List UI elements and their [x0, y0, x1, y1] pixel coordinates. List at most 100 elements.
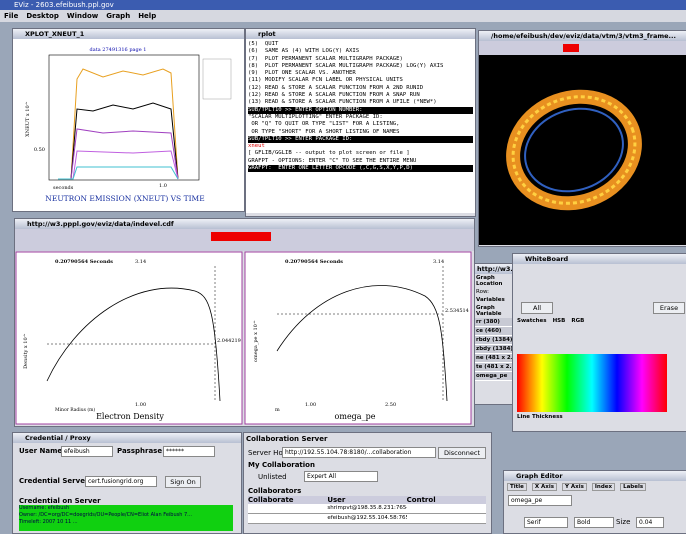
console-line: GRAFPT - OPTIONS: ENTER "C" TO SEE THE E… — [248, 158, 473, 165]
tab[interactable]: Swatches — [517, 318, 547, 324]
profiles-window: http://w3.pppl.gov/eviz/data/indevel.cdf… — [14, 218, 475, 427]
app-title-bar: EViz - 2603.efeibush.ppl.gov — [0, 0, 686, 10]
torus-view — [479, 55, 686, 245]
console-line: "SCALAR MULTIPLOTTING" ENTER PACKAGE ID: — [248, 114, 473, 121]
menu-item[interactable]: Graph — [106, 12, 130, 20]
x-axis-label: Minor Radius (m) — [55, 406, 95, 413]
all-button[interactable]: All — [521, 302, 553, 314]
window-title: Graph Editor — [504, 471, 686, 481]
table-row: efeibush@192.55.104.58:7654 — [248, 514, 486, 524]
variable-item[interactable]: zbdy (1384) — [475, 345, 515, 354]
column-header: Collaborate — [248, 496, 327, 504]
host-field[interactable]: http://192.55.104.78:8180/...collaborati… — [282, 447, 436, 458]
console-line: xneut — [248, 143, 473, 150]
cell — [248, 514, 327, 523]
menu-item[interactable]: Desktop — [26, 12, 59, 20]
field-label: User Name — [19, 447, 62, 455]
variable-item[interactable]: ce (460) — [475, 327, 515, 336]
menu-item[interactable]: File — [4, 12, 18, 20]
x-tick-label: 1.0 — [159, 183, 167, 189]
variable-item[interactable]: omega_pe — [475, 372, 515, 381]
server-field[interactable]: cert.fusiongrid.org — [85, 476, 157, 487]
user-cell: efeibush@192.55.104.58:7654 — [327, 514, 406, 523]
tab[interactable]: Y Axis — [562, 483, 587, 491]
disconnect-button[interactable]: Disconnect — [438, 447, 486, 459]
plot-title: data 27491316 page 1 — [90, 47, 147, 53]
variables-window: http://w3.p... Graph Location Row: Varia… — [474, 263, 516, 405]
user-field[interactable]: efeibush — [61, 446, 113, 457]
tab[interactable]: Index — [592, 483, 615, 491]
y-axis-label: XNEUT x 10^ — [24, 101, 31, 137]
font-dropdown[interactable]: Serif — [524, 517, 568, 528]
weight-dropdown[interactable]: Bold — [574, 517, 614, 528]
console: (5) QUIT(6) SAME AS (4) WITH LOG(Y) AXIS… — [246, 39, 475, 213]
window-title: Credential / Proxy — [13, 433, 241, 443]
field-label: Passphrase — [117, 447, 162, 455]
column-header: Control — [407, 496, 486, 504]
x-tick-label: 2.50 — [385, 402, 396, 408]
console-line: (6) SAME AS (4) WITH LOG(Y) AXIS — [248, 48, 473, 55]
title-field[interactable]: omega_pe — [508, 495, 572, 506]
console-line: SUB/TPLT10 >> ENTER OPTION NUMBER: — [248, 107, 473, 114]
tab[interactable]: HSB — [553, 318, 566, 324]
marker-label: 3.14 — [433, 259, 444, 265]
tab[interactable]: Title — [507, 483, 527, 491]
plot-caption: omega_pe — [335, 412, 376, 421]
menu-item[interactable]: Help — [138, 12, 156, 20]
column-header: Graph Variable — [475, 304, 515, 318]
variable-item[interactable]: rr (380) — [475, 318, 515, 327]
xplot-window: XPLOT_XNEUT_1 data 27491316 page 1 XNEUT… — [12, 28, 245, 212]
variable-item[interactable]: ne (481 x 2... — [475, 354, 515, 363]
x-axis-label: seconds — [53, 185, 74, 191]
x-tick-label: 1.00 — [135, 402, 146, 408]
tab[interactable]: Labels — [620, 483, 646, 491]
section-label: Variables — [475, 296, 515, 304]
erase-button[interactable]: Erase — [653, 302, 685, 314]
pass-field[interactable]: ****** — [163, 446, 215, 457]
variable-list: rr (380)ce (460)rbdy (1384)zbdy (1384)ne… — [475, 318, 515, 381]
size-label: Size — [616, 518, 630, 526]
console-line: (5) QUIT — [248, 41, 473, 48]
variable-item[interactable]: rbdy (1384) — [475, 336, 515, 345]
sign-on-button[interactable]: Sign On — [165, 476, 201, 488]
time-label: 0.20790564 Seconds — [55, 259, 113, 265]
size-field[interactable]: 0.04 — [636, 517, 664, 528]
window-title: Collaboration Server — [244, 433, 491, 445]
console-line: [ GFLIB/GGLIB -- output to plot screen o… — [248, 150, 473, 157]
value-label: 2.534514 — [445, 308, 469, 314]
expert-dropdown[interactable]: Expert All — [304, 471, 378, 482]
cell — [248, 504, 327, 513]
tab[interactable]: X Axis — [532, 483, 557, 491]
plot-caption: Electron Density — [96, 412, 164, 421]
time-label: 0.20790564 Seconds — [285, 259, 343, 265]
curve — [58, 167, 178, 179]
window-title: http://w3.p... — [475, 264, 515, 274]
info-line: Username: efeibush — [19, 505, 233, 512]
value-label: 2.044219 — [217, 338, 241, 344]
console-line: OR TYPE "SHORT" FOR A SHORT LISTING OF N… — [248, 129, 473, 136]
info-line: Owner: /DC=org/DC=doegrids/OU=People/CN=… — [19, 512, 233, 519]
plot-caption: NEUTRON EMISSION (XNEUT) VS TIME — [45, 194, 204, 203]
console-line: (12) READ & STORE A SCALAR FUNCTION FROM… — [248, 85, 473, 92]
stop-button[interactable] — [563, 44, 579, 52]
window-title: http://w3.pppl.gov/eviz/data/indevel.cdf — [15, 219, 474, 229]
rplot-window: rplot (5) QUIT(6) SAME AS (4) WITH LOG(Y… — [245, 28, 476, 217]
console-line: (11) MODIFY SCALAR FCN LABEL OR PHYSICAL… — [248, 77, 473, 84]
section-label: Credential on Server — [19, 497, 101, 505]
desktop: EViz - 2603.efeibush.ppl.gov File Desktop… — [0, 0, 686, 532]
marker-label: 3.14 — [135, 259, 146, 265]
section-label: My Collaboration — [248, 461, 315, 469]
tabs: Swatches HSB RGB — [517, 318, 590, 324]
variable-item[interactable]: te (481 x 2... — [475, 363, 515, 372]
tab[interactable]: RGB — [571, 318, 584, 324]
console-line: (7) PLOT PERMANENT SCALAR MULTIGRAPH PAC… — [248, 56, 473, 63]
profile-plots: 0.20790564 Seconds 3.14 2.044219 Density… — [15, 251, 474, 426]
menu-item[interactable]: Window — [67, 12, 98, 20]
thickness-label: Line Thickness — [517, 414, 563, 420]
color-swatches[interactable] — [517, 354, 667, 412]
user-cell: shrimpvt@198.35.8.231:7654 — [327, 504, 406, 513]
stop-button[interactable] — [211, 232, 271, 241]
unlisted-checkbox[interactable]: Unlisted — [258, 473, 287, 481]
